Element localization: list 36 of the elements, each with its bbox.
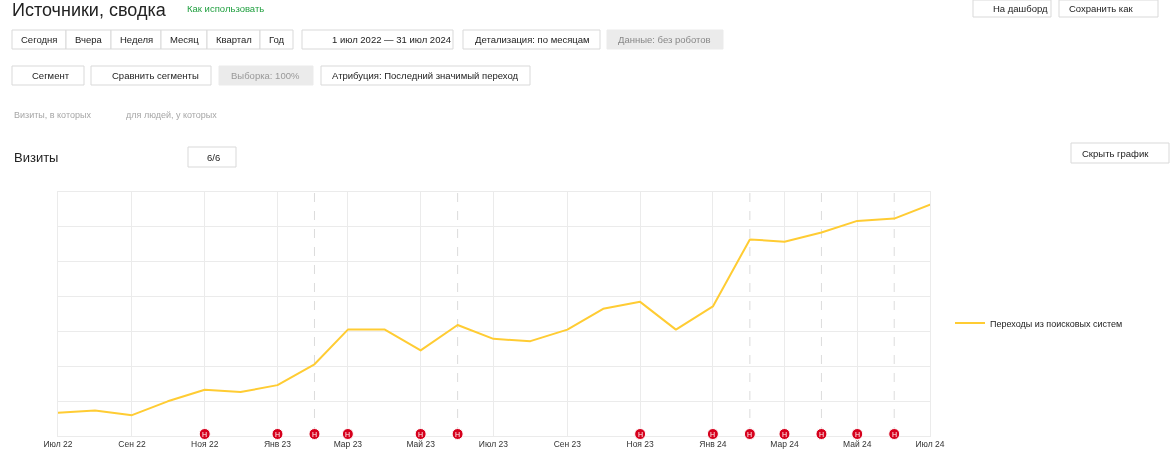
text: Визиты, в которых [14,110,92,120]
x-tick-label: Май 24 [843,439,872,450]
text: Скрыть график [1082,148,1150,159]
x-tick-label: Ноя 22 [191,439,219,450]
text: Неделя [120,34,154,45]
legend-label: Переходы из поисковых систем [990,318,1123,329]
x-tick-label: Июл 22 [43,439,73,450]
x-tick-label: Мар 23 [333,439,363,450]
text: 6/6 [207,152,221,163]
x-tick-label: Янв 23 [263,439,292,450]
text: Визиты [14,150,59,165]
text: Год [269,34,285,45]
text: Детализация: по месяцам [475,34,590,45]
text: Вчера [75,34,103,45]
text: Сегмент [32,70,70,81]
x-tick-label: Ноя 23 [626,439,655,450]
text: Сегодня [21,34,58,45]
chart-title: Источники, сводка [12,0,167,21]
x-tick-label: Июл 24 [915,439,945,450]
text: Как использовать [187,3,265,14]
text: Квартал [216,34,252,45]
text: Атрибуция: Последний значимый переход [332,70,519,81]
text: Месяц [170,34,200,45]
text: Данные: без роботов [618,34,711,45]
text: Выборка: 100% [231,70,300,81]
text: Сохранить как [1069,3,1134,14]
text: На дашборд [993,3,1049,14]
x-tick-label: Сен 23 [553,439,582,450]
x-tick-label: Сен 22 [118,439,146,450]
text: Сравнить сегменты [112,70,199,81]
x-tick-label: Июл 23 [478,439,509,450]
text: для людей, у которых [126,110,218,120]
x-tick-label: Янв 24 [699,439,727,450]
x-tick-label: Мар 24 [770,439,799,450]
x-tick-label: Май 23 [406,439,436,450]
text: 1 июл 2022 — 31 июл 2024 [332,34,451,45]
